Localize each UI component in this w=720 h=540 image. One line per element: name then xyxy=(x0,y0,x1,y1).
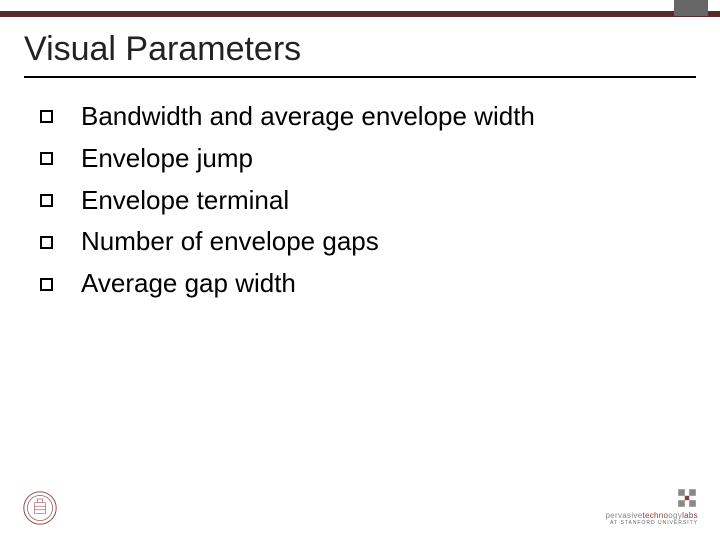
bullet-square-icon xyxy=(40,278,53,291)
list-item: Bandwidth and average envelope width xyxy=(40,100,680,134)
logo-word: ogy xyxy=(668,511,682,520)
lab-logo-icon xyxy=(676,487,698,509)
bullet-text: Bandwidth and average envelope width xyxy=(81,100,535,134)
list-item: Envelope jump xyxy=(40,142,680,176)
lab-logo: pervasivetechnoogylabs AT STANFORD UNIVE… xyxy=(578,487,698,526)
logo-word: pervasive xyxy=(606,511,643,520)
bullet-square-icon xyxy=(40,236,53,249)
bullet-text: Envelope jump xyxy=(81,142,253,176)
accent-bar xyxy=(0,11,720,17)
list-item: Number of envelope gaps xyxy=(40,225,680,259)
logo-word: labs xyxy=(682,511,698,520)
bullet-text: Envelope terminal xyxy=(81,184,289,218)
seal-logo-icon xyxy=(22,490,58,526)
slide-title: Visual Parameters xyxy=(24,30,301,69)
bullet-square-icon xyxy=(40,110,53,123)
list-item: Envelope terminal xyxy=(40,184,680,218)
bullet-text: Average gap width xyxy=(81,267,296,301)
lab-logo-subtext: AT STANFORD UNIVERSITY xyxy=(578,520,698,526)
bullet-square-icon xyxy=(40,194,53,207)
list-item: Average gap width xyxy=(40,267,680,301)
lab-logo-text: pervasivetechnoogylabs xyxy=(578,511,698,520)
bullet-text: Number of envelope gaps xyxy=(81,225,379,259)
top-right-tab xyxy=(674,0,708,16)
bullet-square-icon xyxy=(40,152,53,165)
bullet-list: Bandwidth and average envelope width Env… xyxy=(40,100,680,309)
logo-word: techno xyxy=(642,511,668,520)
title-underline xyxy=(24,76,696,78)
